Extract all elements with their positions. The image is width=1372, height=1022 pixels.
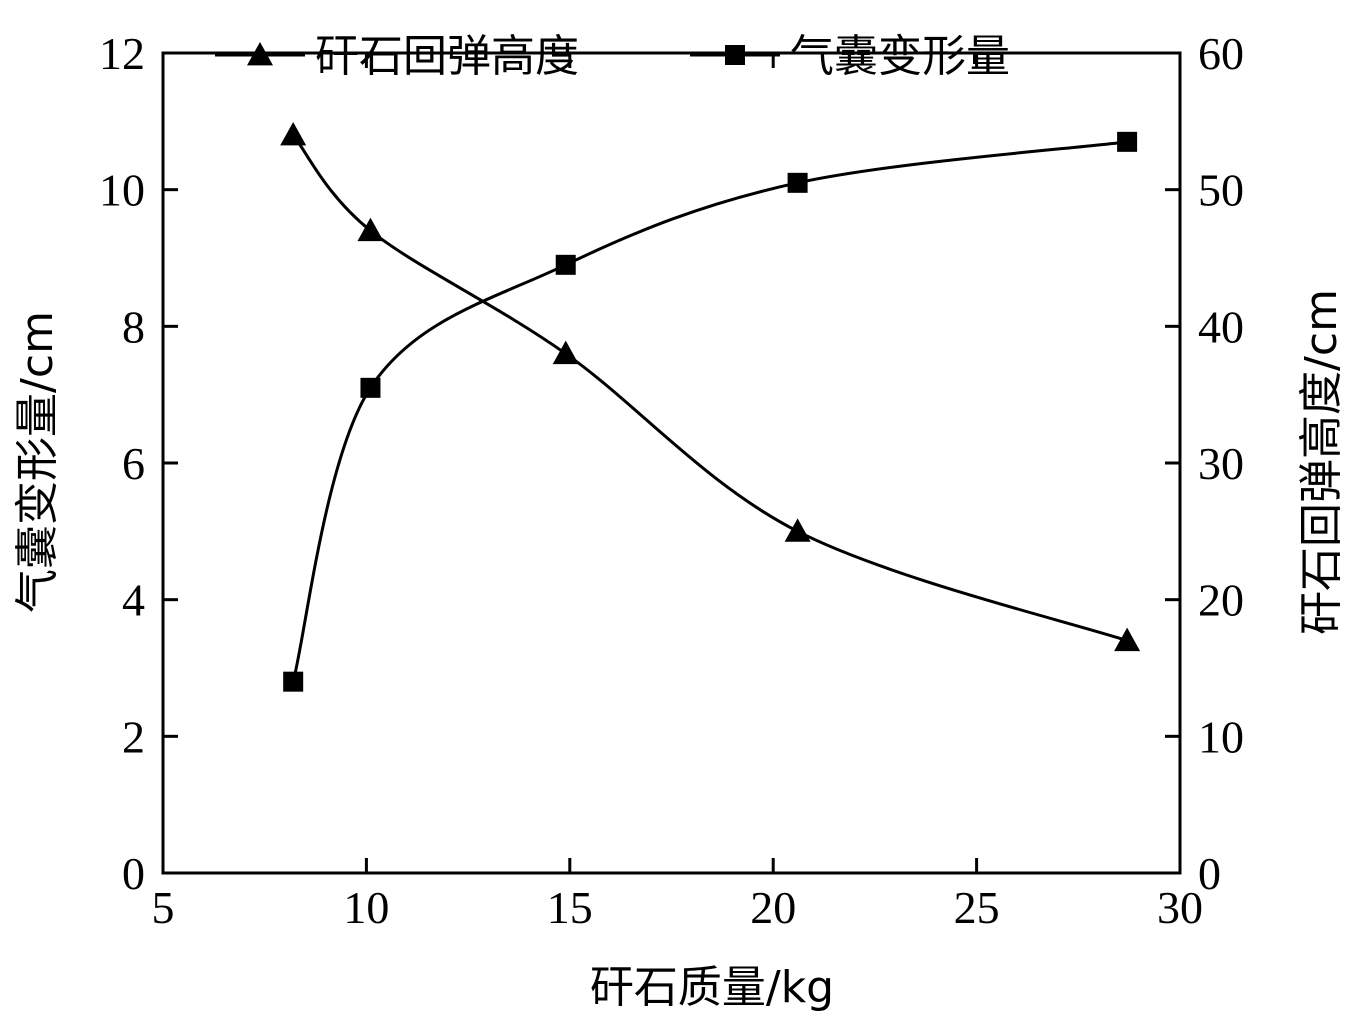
x-tick-label: 10	[343, 882, 389, 933]
y-right-tick-label: 50	[1198, 165, 1244, 216]
legend: 矸石回弹高度 气囊变形量	[215, 31, 1010, 82]
legend-entry: 矸石回弹高度	[215, 31, 579, 82]
y-right-tick-label: 40	[1198, 301, 1244, 352]
y-left-tick-label: 4	[122, 575, 145, 626]
axes	[161, 51, 1182, 875]
triangle-point	[552, 340, 579, 365]
x-tick-label: 25	[954, 882, 1000, 933]
x-axis-title: 矸石质量/kg	[590, 962, 834, 1013]
series-line	[291, 140, 1128, 683]
square-point	[555, 254, 576, 275]
square-point	[283, 671, 304, 692]
square-point	[787, 172, 808, 193]
y-axis-right-title: 矸石回弹高度/cm	[1296, 289, 1347, 635]
y-right-tick-label: 60	[1198, 28, 1244, 79]
triangle-point	[357, 217, 384, 242]
y-axis-left-title: 气囊变形量/cm	[12, 311, 63, 613]
legend-entry: 气囊变形量	[690, 31, 1010, 82]
x-tick-label: 15	[547, 882, 593, 933]
series-layer	[280, 122, 1141, 692]
series-airbag-deformation	[283, 131, 1138, 692]
y-left-tick-label: 6	[122, 438, 145, 489]
series-rebound-height	[280, 122, 1141, 652]
y-left-tick-label: 2	[122, 711, 145, 762]
y-left-tick-label: 10	[99, 165, 145, 216]
y-right-tick-label: 20	[1198, 575, 1244, 626]
square-point	[1117, 131, 1138, 152]
x-tick-label: 5	[152, 882, 175, 933]
x-tick-label: 30	[1157, 882, 1203, 933]
legend-square-marker	[725, 45, 745, 65]
plot-frame	[161, 51, 1182, 875]
y-right-tick-label: 10	[1198, 711, 1244, 762]
y-left-tick-label: 0	[122, 848, 145, 899]
y-left-tick-label: 12	[99, 28, 145, 79]
legend-label: 气囊变形量	[790, 31, 1010, 82]
x-tick-label: 20	[750, 882, 796, 933]
y-left-tick-label: 8	[122, 301, 145, 352]
legend-triangle-marker	[247, 42, 273, 66]
y-right-tick-label: 30	[1198, 438, 1244, 489]
legend-label: 矸石回弹高度	[315, 31, 579, 82]
triangle-point	[784, 518, 811, 542]
series-line	[292, 134, 1128, 643]
triangle-point	[1114, 627, 1141, 652]
triangle-point	[280, 122, 307, 146]
y-right-tick-label: 0	[1198, 848, 1221, 899]
square-point	[360, 377, 381, 398]
